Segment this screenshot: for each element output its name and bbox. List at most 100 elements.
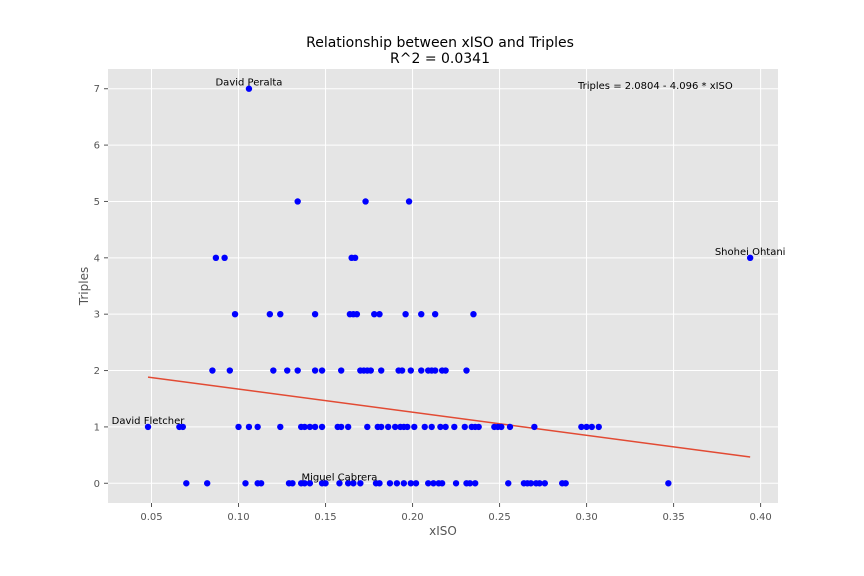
data-point [402,310,409,318]
data-points [144,85,754,487]
data-point [430,480,437,487]
data-point [527,480,535,487]
data-point [311,310,319,318]
data-point [235,423,242,431]
data-point [588,423,595,431]
data-point [203,480,211,487]
data-point [471,480,479,487]
data-point [306,480,314,487]
data-point [418,310,425,318]
data-point [405,198,413,205]
data-point [431,310,439,318]
data-point [421,423,428,431]
data-point [212,254,220,262]
data-point [344,423,352,431]
point-annotation: Shohei Ohtani [715,247,786,258]
data-point [318,367,326,374]
data-point [498,423,505,431]
data-point [277,423,284,431]
data-point [226,367,234,374]
data-point [442,367,449,374]
data-point [665,480,672,487]
plot-background [108,69,778,503]
data-point [378,367,385,374]
data-point [344,480,352,487]
data-point [257,480,265,487]
data-point [367,367,374,374]
data-point [431,367,439,374]
data-point [294,367,301,374]
data-point [393,480,401,487]
data-point [337,423,345,431]
data-point [541,480,549,487]
data-point [425,480,432,487]
gridlines [108,69,778,503]
data-point [505,480,512,487]
regression-line [147,376,751,458]
data-point [452,480,460,487]
data-point [404,423,411,431]
data-point [531,423,538,431]
data-point [301,480,308,487]
y-tick-label: 3 [94,310,100,321]
data-point [231,310,239,318]
data-point [221,254,228,262]
data-point [407,480,415,487]
data-point [536,480,543,487]
data-point [337,367,345,374]
y-tick-label: 7 [94,84,100,95]
x-axis-label: xISO [429,524,457,538]
chart-subtitle: R^2 = 0.0341 [390,51,490,67]
point-annotations: David Peralta Shohei Ohtani David Fletcher… [112,78,786,484]
data-point [506,423,514,431]
data-point [412,480,420,487]
data-point [289,480,296,487]
data-point [242,480,249,487]
data-point [376,480,383,487]
data-point [475,423,482,431]
y-tick-label: 5 [94,197,100,208]
data-point [407,367,415,374]
data-point [350,480,357,487]
data-point [336,480,343,487]
x-tick-label: 0.15 [314,512,336,523]
data-point [746,254,754,262]
data-point [318,423,326,431]
data-point [353,310,361,318]
data-point [378,423,385,431]
y-axis-label: Triples [77,267,91,306]
data-point [578,423,585,431]
data-point [595,423,602,431]
x-tick-label: 0.10 [227,512,249,523]
data-point [438,480,446,487]
y-tick-label: 6 [94,141,100,152]
data-point [179,423,187,431]
data-point [270,367,277,374]
x-tick-label: 0.20 [401,512,423,523]
data-point [245,423,253,431]
data-point [463,367,470,374]
x-tick-label: 0.25 [488,512,510,523]
data-point [418,367,425,374]
point-annotation: Miguel Cabrera [301,472,377,483]
chart-title: Relationship between xISO and Triples [306,35,574,51]
data-point [301,423,308,431]
data-point [357,480,364,487]
data-point [470,310,477,318]
data-point [437,423,444,431]
y-tick-label: 4 [94,253,100,264]
data-point [451,423,458,431]
data-point [371,310,378,318]
data-point [583,423,590,431]
data-point [266,310,274,318]
data-point [376,310,383,318]
point-annotation: David Peralta [215,78,282,89]
x-tick-label: 0.05 [140,512,162,523]
data-point [294,198,301,205]
data-point [311,367,319,374]
data-point [322,480,329,487]
data-point [351,254,359,262]
x-tick-label: 0.30 [575,512,597,523]
y-tick-label: 0 [94,479,100,490]
data-point [562,480,569,487]
